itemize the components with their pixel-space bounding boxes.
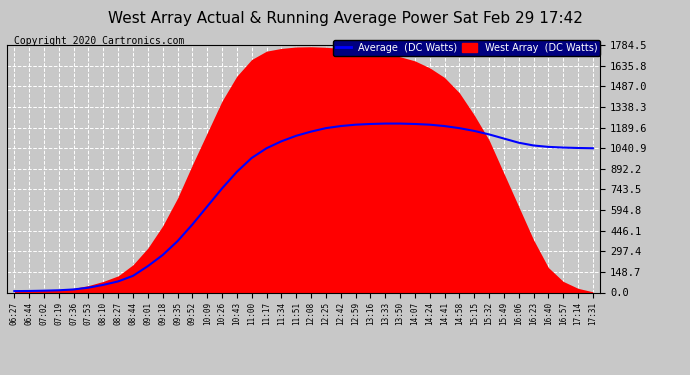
Text: Copyright 2020 Cartronics.com: Copyright 2020 Cartronics.com	[14, 36, 184, 46]
Text: West Array Actual & Running Average Power Sat Feb 29 17:42: West Array Actual & Running Average Powe…	[108, 11, 582, 26]
Legend: Average  (DC Watts), West Array  (DC Watts): Average (DC Watts), West Array (DC Watts…	[333, 40, 600, 56]
